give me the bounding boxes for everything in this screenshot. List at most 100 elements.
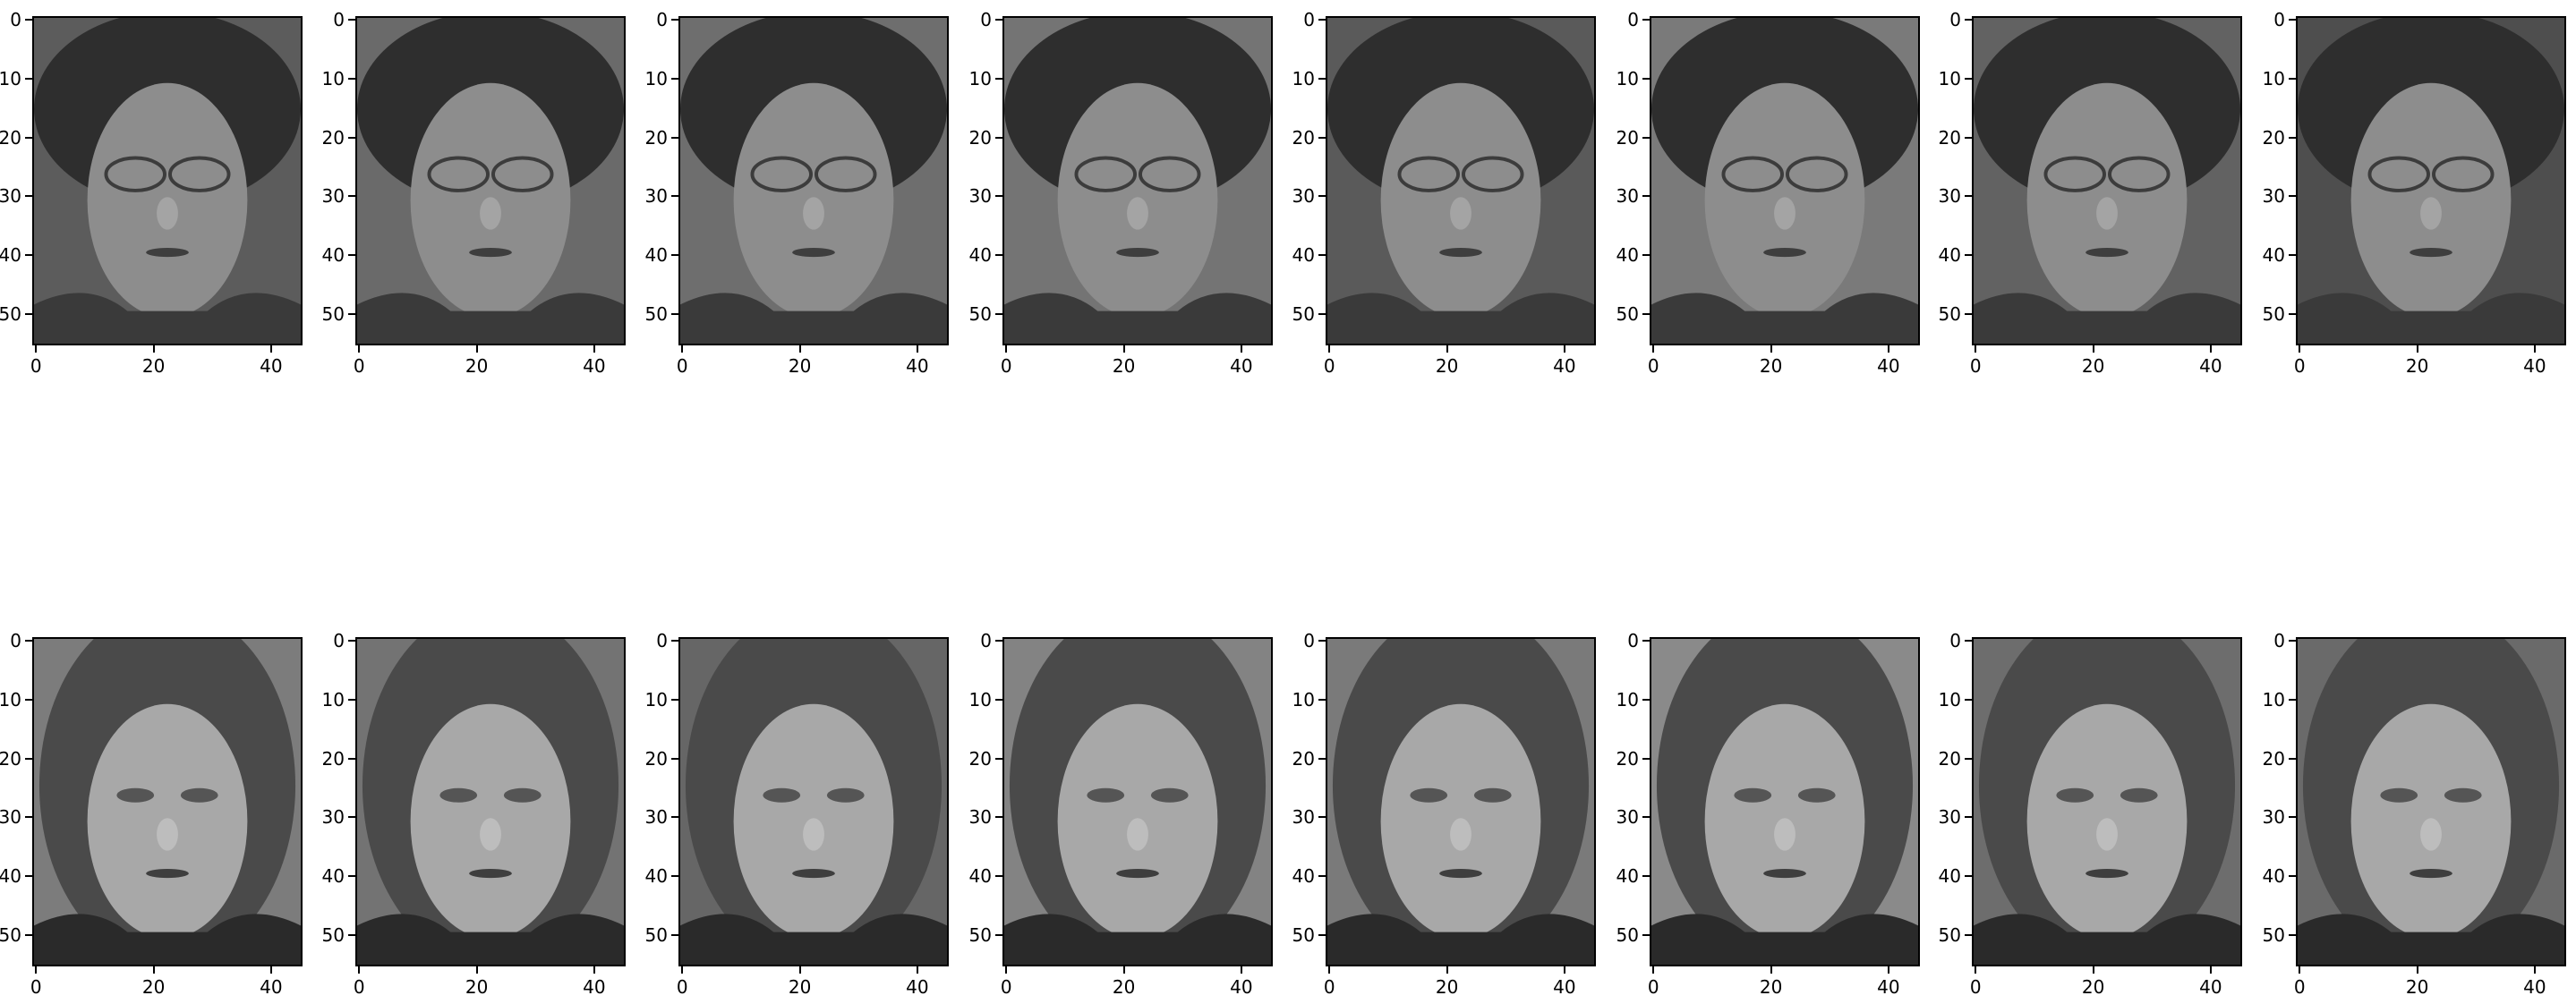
left-eye [1734,787,1772,803]
y-tick-label: 30 [1616,806,1639,829]
y-tick [25,78,32,80]
x-tick-label: 40 [2523,976,2546,998]
mouth-region [2410,868,2452,879]
x-tick-label: 0 [1969,355,1982,377]
y-tick-label: 20 [2262,747,2285,770]
y-tick-label: 30 [1616,185,1639,208]
glasses-left-lens [1074,156,1137,192]
y-tick-label: 10 [968,689,992,710]
y-tick [2289,136,2296,139]
y-tick-label: 50 [968,923,992,946]
face-image [355,637,626,966]
y-tick-label: 50 [321,923,345,946]
y-tick-label: 30 [968,185,992,208]
grayscale-face-photo [34,18,301,344]
x-tick [2299,966,2301,974]
right-eye [1473,787,1512,803]
y-tick-label: 10 [2262,689,2285,710]
y-tick-label: 50 [1292,302,1315,325]
y-tick [2289,757,2296,760]
grayscale-face-photo [1004,639,1271,965]
y-tick-label: 20 [321,747,345,770]
y-tick-label: 40 [1938,865,1961,888]
x-tick-label: 0 [1323,355,1335,377]
y-tick-label: 0 [2273,9,2285,31]
y-tick [1965,699,1972,701]
left-eye [2056,787,2094,803]
y-tick [1642,19,1650,21]
y-tick [348,757,355,760]
y-tick [1318,816,1326,819]
mouth-region [2086,247,2128,258]
y-tick [1965,136,1972,139]
y-tick [671,757,678,760]
glasses-right-lens [491,156,554,192]
y-tick [1965,933,1972,936]
nose-region [1450,197,1471,230]
x-tick-label: 20 [1435,355,1459,377]
y-tick [1318,195,1326,198]
y-tick [1642,640,1650,642]
x-tick [1328,966,1331,974]
grayscale-face-photo [1974,639,2240,965]
right-eye [503,787,542,803]
y-tick [671,19,678,21]
y-tick-label: 0 [2273,630,2285,652]
x-tick [1005,345,1008,353]
x-tick [35,345,38,353]
y-tick-label: 0 [1949,630,1961,652]
y-tick-label: 10 [644,689,668,710]
right-eye [826,787,865,803]
y-tick-label: 30 [1938,185,1961,208]
y-tick-label: 40 [321,244,345,267]
y-tick [995,195,1002,198]
y-tick-label: 30 [321,806,345,829]
y-tick-label: 10 [1616,689,1639,710]
grayscale-face-photo [680,18,947,344]
x-tick [1652,966,1655,974]
y-tick [1965,312,1972,315]
y-tick [995,816,1002,819]
y-tick [1965,816,1972,819]
y-tick [2289,254,2296,257]
face-image [32,637,303,966]
glasses-left-lens [750,156,813,192]
y-tick-label: 0 [656,9,668,31]
nose-region [2420,197,2442,230]
y-tick [1642,78,1650,80]
shoulders-region [34,914,301,965]
x-tick-label: 0 [2293,355,2306,377]
x-tick [1328,345,1331,353]
shoulders-region [1974,293,2240,344]
glasses-right-lens [2432,156,2495,192]
y-tick-label: 30 [2262,185,2285,208]
x-tick [681,345,684,353]
grayscale-face-photo [34,639,301,965]
shoulders-region [1327,914,1594,965]
grayscale-face-photo [1651,639,1918,965]
y-tick [1642,816,1650,819]
shoulders-region [1004,914,1271,965]
x-tick-label: 0 [1647,976,1659,998]
x-tick-label: 20 [1759,355,1783,377]
y-tick-label: 10 [0,689,21,710]
x-tick-label: 40 [260,976,283,998]
nose-region [480,197,501,230]
y-tick-label: 50 [2262,923,2285,946]
x-tick [1887,345,1889,353]
x-tick-label: 20 [141,355,166,377]
y-tick-label: 10 [968,68,992,89]
x-tick-label: 0 [676,976,688,998]
y-tick-label: 20 [968,747,992,770]
y-tick-label: 0 [333,9,345,31]
mouth-region [792,868,835,879]
glasses-left-lens [427,156,490,192]
x-tick [1975,966,1977,974]
y-tick-label: 20 [1292,126,1315,149]
right-eye [1797,787,1836,803]
shoulders-region [357,914,624,965]
x-tick-label: 0 [353,976,365,998]
mouth-region [1116,247,1159,258]
x-tick [1770,966,1772,974]
